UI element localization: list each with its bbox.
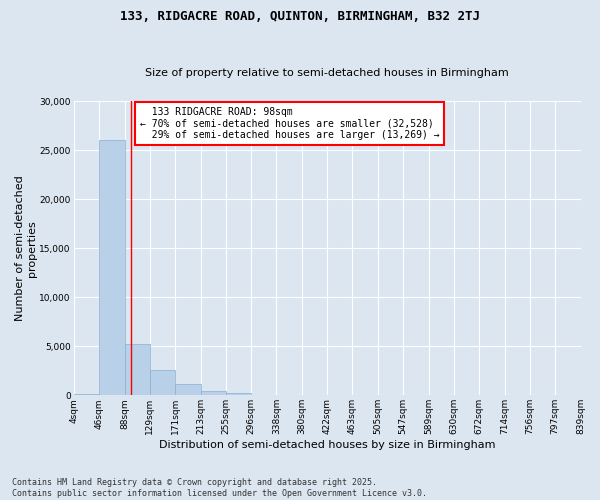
Bar [74,394,99,396]
Text: Contains HM Land Registry data © Crown copyright and database right 2025.
Contai: Contains HM Land Registry data © Crown c… [12,478,427,498]
Y-axis label: Number of semi-detached
properties: Number of semi-detached properties [15,176,37,321]
Bar [175,384,200,396]
X-axis label: Distribution of semi-detached houses by size in Birmingham: Distribution of semi-detached houses by … [159,440,496,450]
Bar [125,344,149,396]
Bar [251,394,277,396]
Title: Size of property relative to semi-detached houses in Birmingham: Size of property relative to semi-detach… [145,68,509,78]
Text: 133 RIDGACRE ROAD: 98sqm
← 70% of semi-detached houses are smaller (32,528)
  29: 133 RIDGACRE ROAD: 98sqm ← 70% of semi-d… [140,107,439,140]
Bar [149,370,175,396]
Bar [99,140,125,396]
Bar [226,394,251,396]
Bar [200,391,226,396]
Text: 133, RIDGACRE ROAD, QUINTON, BIRMINGHAM, B32 2TJ: 133, RIDGACRE ROAD, QUINTON, BIRMINGHAM,… [120,10,480,23]
